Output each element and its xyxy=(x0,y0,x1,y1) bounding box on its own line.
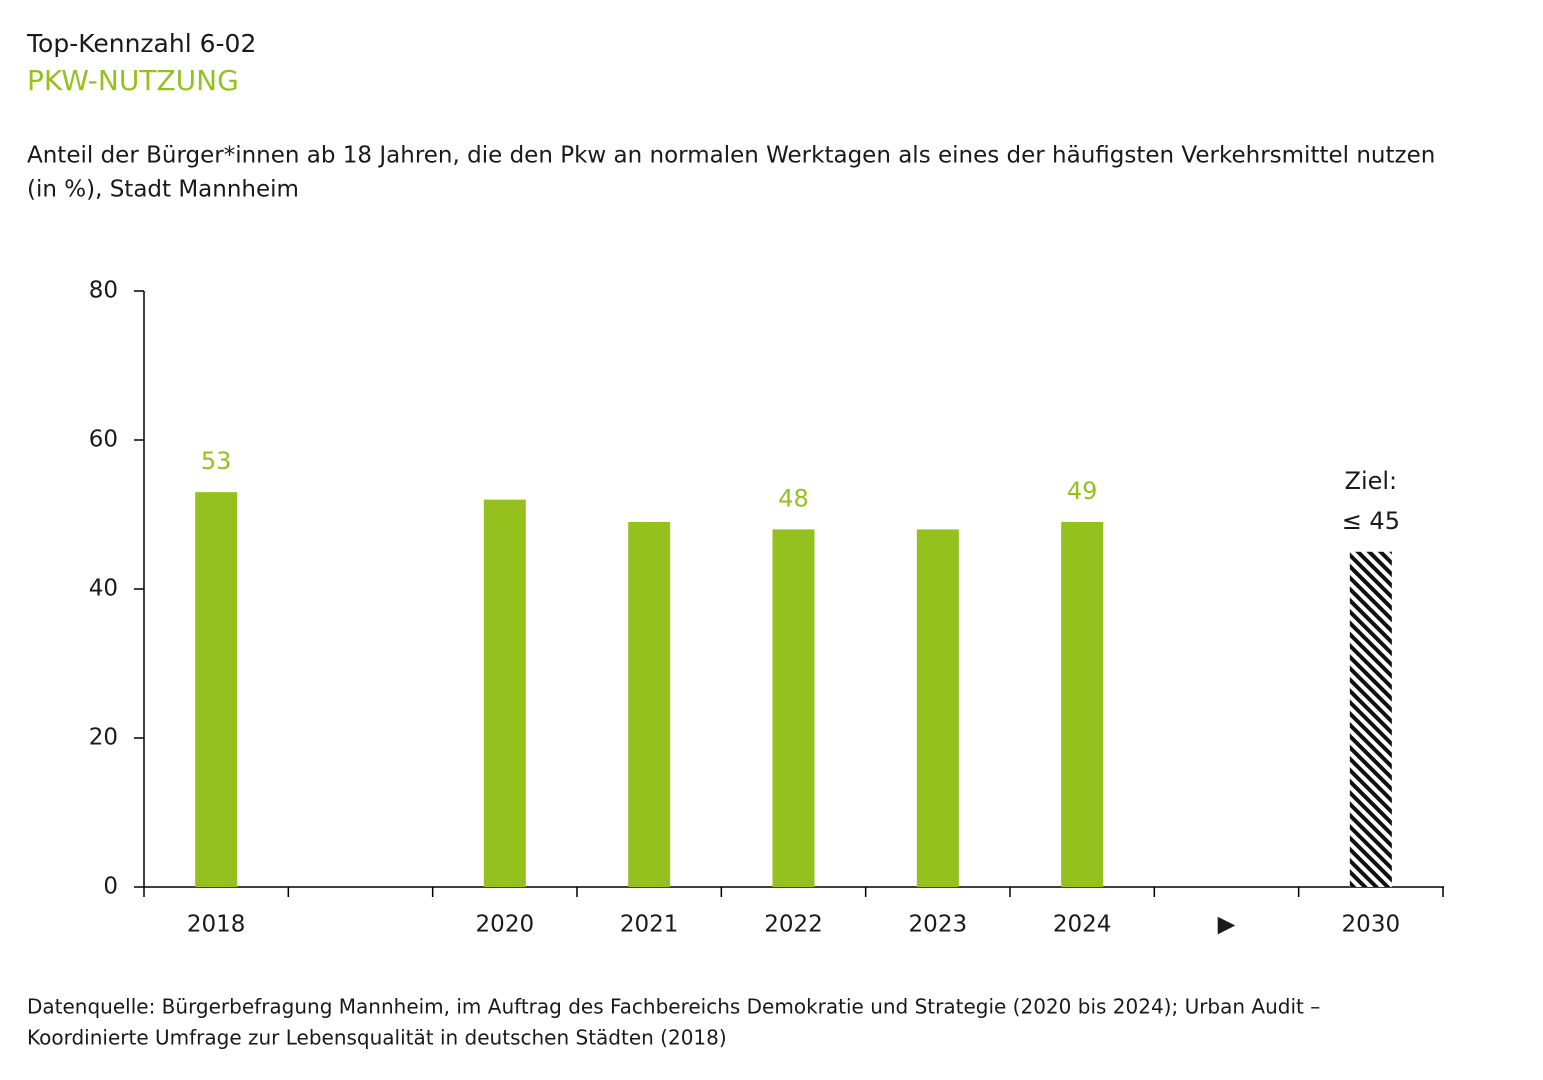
x-tick-label: ▶ xyxy=(1218,912,1236,938)
bar xyxy=(195,492,238,887)
x-tick-label: 2020 xyxy=(476,912,535,938)
x-tick-label: 2021 xyxy=(620,912,679,938)
bar xyxy=(916,529,959,887)
y-tick-label: 60 xyxy=(89,427,118,453)
y-tick-label: 40 xyxy=(89,576,118,602)
value-label: 49 xyxy=(1067,477,1098,505)
source: Datenquelle: Bürgerbefragung Mannheim, i… xyxy=(27,995,1320,1019)
y-tick-label: 20 xyxy=(89,725,118,751)
x-tick-label: 2022 xyxy=(764,912,823,938)
y-tick-label: 80 xyxy=(89,278,118,304)
bar xyxy=(772,529,815,887)
value-label: 48 xyxy=(778,484,809,512)
subtitle: (in %), Stadt Mannheim xyxy=(27,177,299,203)
subtitle: Anteil der Bürger*innen ab 18 Jahren, di… xyxy=(27,143,1435,169)
bar xyxy=(1349,551,1392,887)
x-tick-label: 2018 xyxy=(187,912,246,938)
bar xyxy=(628,521,671,887)
annotation: Ziel: xyxy=(1345,467,1398,495)
kicker: Top-Kennzahl 6-02 xyxy=(26,29,256,58)
x-tick-label: 2030 xyxy=(1342,912,1401,938)
bar xyxy=(483,499,526,887)
chart-title: PKW-NUTZUNG xyxy=(27,64,239,97)
x-tick-label: 2023 xyxy=(909,912,968,938)
bar xyxy=(1061,521,1104,887)
value-label: ≤ 45 xyxy=(1342,507,1400,535)
value-label: 53 xyxy=(201,447,232,475)
x-tick-label: 2024 xyxy=(1053,912,1112,938)
source: Koordinierte Umfrage zur Lebensqualität … xyxy=(27,1026,727,1050)
y-tick-label: 0 xyxy=(103,874,118,900)
